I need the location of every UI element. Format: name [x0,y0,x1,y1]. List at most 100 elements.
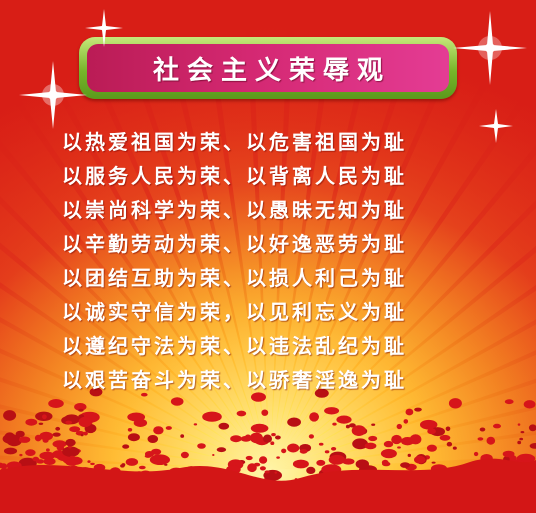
splatter-dot [43,458,56,465]
splatter-dot [65,420,73,425]
list-item: 以服务人民为荣、以背离人民为耻 [62,164,407,188]
splatter-dot [259,456,268,464]
list-item: 以遵纪守法为荣、以违法乱纪为耻 [62,334,407,358]
splatter-dot [25,449,36,456]
splatter-dot [306,466,316,474]
splatter-dot [2,433,19,444]
splatter-dot [504,399,514,405]
sun-ray [270,154,536,470]
splatter-dot [407,453,411,457]
splatter-dot [383,440,394,448]
title-banner-inner: 社会主义荣辱观 [87,44,449,92]
splatter-dot [151,448,162,455]
splatter-dot [245,455,253,461]
splatter-dot [170,397,184,406]
splatter-dot [122,444,130,449]
splatter-dot [249,432,263,444]
splatter-dot [18,436,31,443]
splatter-dot [479,427,486,432]
splatter-dot [74,403,87,411]
splatter-dot [127,428,133,432]
splatter-dot [216,447,227,453]
splatter-dot [355,459,369,469]
splatter-dot [519,437,524,441]
sparkle-icon [453,11,527,85]
splatter-dot [396,423,402,430]
splatter-dot [180,434,185,438]
list-item: 以艰苦奋斗为荣、以骄奢淫逸为耻 [62,368,407,392]
list-item: 以辛勤劳动为荣、以好逸恶劳为耻 [62,232,407,256]
splatter-dot [47,436,51,439]
splatter-dot [36,459,45,464]
splatter-dot [517,440,522,445]
splatter-dot [70,455,75,458]
list-item: 以诚实守信为荣，以见利忘义为耻 [62,300,407,324]
splatter-dot [147,435,159,443]
sun-ray [0,249,270,470]
sun-ray [270,0,333,470]
splatter-dot [414,455,426,464]
splatter-dot [264,470,270,474]
list-item: 以热爱祖国为荣、以危害祖国为耻 [62,130,407,154]
splatter-dot [42,414,47,420]
splatter-dot [59,455,63,458]
splatter-dot [414,407,422,412]
sparkle-icon [19,61,87,129]
splatter-dot [38,422,44,425]
sun-ray [270,0,528,470]
sun-ray [270,383,536,470]
splatter-dot [371,423,376,426]
splatter-dot [427,428,436,435]
splatter-dot [287,443,300,453]
splatter-dot [193,423,198,426]
sun-ray [207,0,270,470]
splatter-dot [65,458,78,466]
splatter-dot [426,426,434,430]
splatter-dot [34,434,42,442]
splatter-dot [0,462,4,468]
splatter-dot [364,442,377,450]
splatter-dot [529,443,536,449]
splatter-dot [127,433,140,442]
splatter-dot [351,425,366,436]
sun-ray [270,354,536,470]
list-item: 以崇尚科学为荣、以愚昧无知为耻 [62,198,407,222]
splatter-dot [15,430,25,438]
splatter-dot [259,466,266,471]
splatter-dot [275,435,281,440]
splatter-dot [55,426,61,431]
splatter-dot [316,459,326,466]
splatter-dot [276,456,280,459]
splatter-dot [403,419,409,424]
splatter-dot [528,424,536,432]
splatter-dot [381,459,389,466]
list-item: 以团结互助为荣、以损人利己为耻 [62,266,407,290]
splatter-dot [141,392,148,397]
splatter-dot [439,434,451,441]
splatter-dot [230,435,242,443]
sun-ray [66,0,270,470]
splatter-dot [65,438,76,447]
sun-ray [270,0,424,470]
sun-ray [270,324,536,470]
splatter-dot [236,410,247,417]
page-title: 社会主义荣辱观 [152,55,391,86]
splatter-dot [477,437,484,441]
splatter-dot [287,417,301,427]
title-banner: 社会主义荣辱观 [79,37,457,99]
splatter-dot [125,458,139,466]
splatter-dot [270,441,275,446]
splatter-dot [80,433,84,437]
splatter-dot [19,453,23,457]
sun-ray [270,87,536,470]
splatter-dot [3,447,18,455]
splatter-dot [342,458,355,465]
splatter-dot [48,399,64,408]
splatter-dot [180,451,189,459]
splatter-dot [261,409,269,416]
splatter-dot [324,450,330,454]
splatter-dot [39,431,53,441]
splatter-dot [380,448,397,459]
